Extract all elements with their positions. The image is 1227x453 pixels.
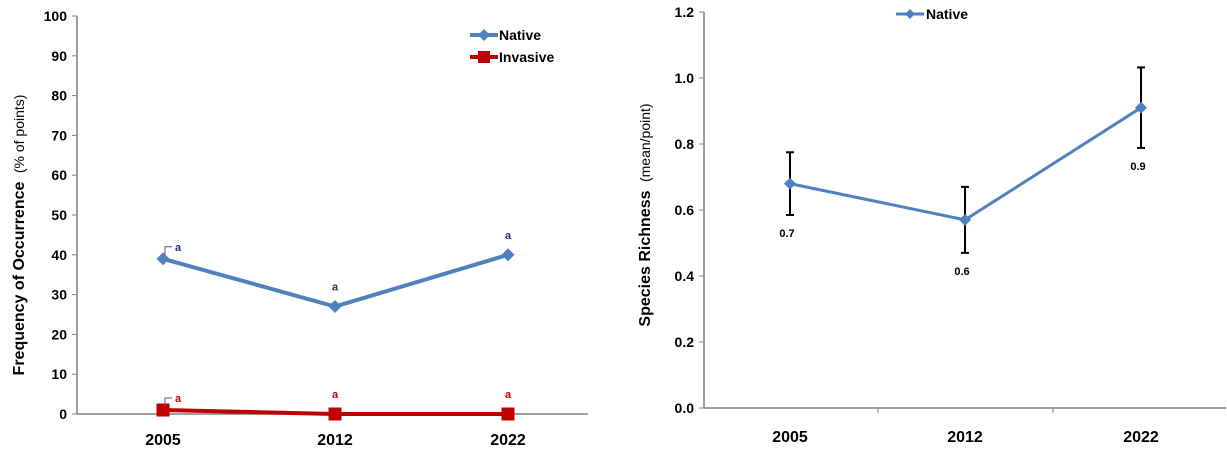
c1-legend: Native Invasive [470,27,554,65]
c1-label-leader [164,397,172,407]
c1-y-tick-label: 50 [51,207,67,223]
richness-chart: 0.0 0.2 0.4 0.6 0.8 1.0 1.2 2005 2012 2022 Speci… [637,4,1226,446]
c1-label-leader [164,246,172,255]
c1-significance-label: a [175,393,182,405]
c1-y-tick-label: 70 [51,127,67,143]
c1-axes [72,15,588,415]
c1-y-tick-label: 20 [51,326,67,342]
c1-y-tick-label: 90 [51,48,67,64]
c2-data-label: 0.7 [779,228,794,240]
c1-significance-label: a [332,389,339,401]
c2-point-native [784,177,796,190]
c2-legend-native-label: Native [926,6,968,22]
c1-significance-label: a [505,230,512,242]
c2-y-tick-label: 1.0 [675,70,695,86]
c2-y-tick-label: 0.8 [675,136,695,152]
c1-significance-label: a [175,242,182,254]
frequency-chart: 0 10 20 30 40 50 60 70 80 90 100 2005 2012 2022 Freq… [11,8,588,449]
c1-legend-invasive-label: Invasive [499,49,554,65]
c1-point-native [328,300,342,314]
c2-data-label: 0.6 [954,266,969,278]
c1-y-tick-label: 80 [51,88,67,104]
c1-y-axis-title: Frequency of Occurrence (% of points) [11,95,28,376]
c1-legend-native-marker [478,29,490,41]
c1-y-tick-label: 40 [51,247,67,263]
c2-data-label: 0.9 [1130,161,1145,173]
c1-point-native [156,252,170,266]
c1-y-tick-label: 60 [51,167,67,183]
c1-significance-label: a [505,389,512,401]
c1-y-tick-label: 30 [51,287,67,303]
c2-y-axis-title: Species Richness (mean/point) [637,103,654,326]
c1-series-group: a a a a a a [156,230,515,421]
c2-legend-native-marker [905,9,915,19]
c2-y-tick-label: 0.6 [675,202,695,218]
c1-point-invasive [156,403,170,417]
c2-x-tick-labels: 2005 2012 2022 [772,429,1159,446]
c1-legend-native-label: Native [499,27,541,43]
c1-y-tick-label: 10 [51,366,67,382]
c2-y-title-unit: (mean/point) [637,103,653,182]
c2-legend: Native [896,6,968,22]
c2-y-tick-labels: 0.0 0.2 0.4 0.6 0.8 1.0 1.2 [675,4,695,416]
c1-legend-invasive-marker [478,51,490,63]
c2-axes [699,11,1226,413]
c1-x-tick-label: 2005 [145,432,181,449]
c1-y-tick-label: 0 [59,406,67,422]
c2-x-tick-label: 2022 [1123,429,1159,446]
c2-y-title-main: Species Richness [637,190,654,326]
c2-y-tick-label: 0.2 [675,334,695,350]
c2-x-tick-label: 2005 [772,429,808,446]
c1-y-title-main: Frequency of Occurrence [11,182,28,376]
c2-series-group: 0.7 0.6 0.9 [779,66,1147,278]
c2-point-native [1135,101,1147,114]
c2-x-tick-label: 2012 [947,429,983,446]
c2-y-tick-label: 0.4 [675,268,695,284]
c1-x-tick-label: 2022 [490,432,526,449]
c1-point-invasive [328,407,342,421]
c2-y-tick-label: 0.0 [675,400,695,416]
c1-x-tick-label: 2012 [317,432,353,449]
c1-point-invasive [501,407,515,421]
c1-y-tick-labels: 0 10 20 30 40 50 60 70 80 90 100 [44,8,68,422]
c2-y-tick-label: 1.2 [675,4,695,20]
c1-y-tick-label: 100 [44,8,68,24]
c1-y-title-unit: (% of points) [11,95,27,174]
c1-significance-label: a [332,282,339,294]
c1-point-native [501,248,515,262]
c1-x-tick-labels: 2005 2012 2022 [145,432,526,449]
c2-point-native [959,213,971,226]
